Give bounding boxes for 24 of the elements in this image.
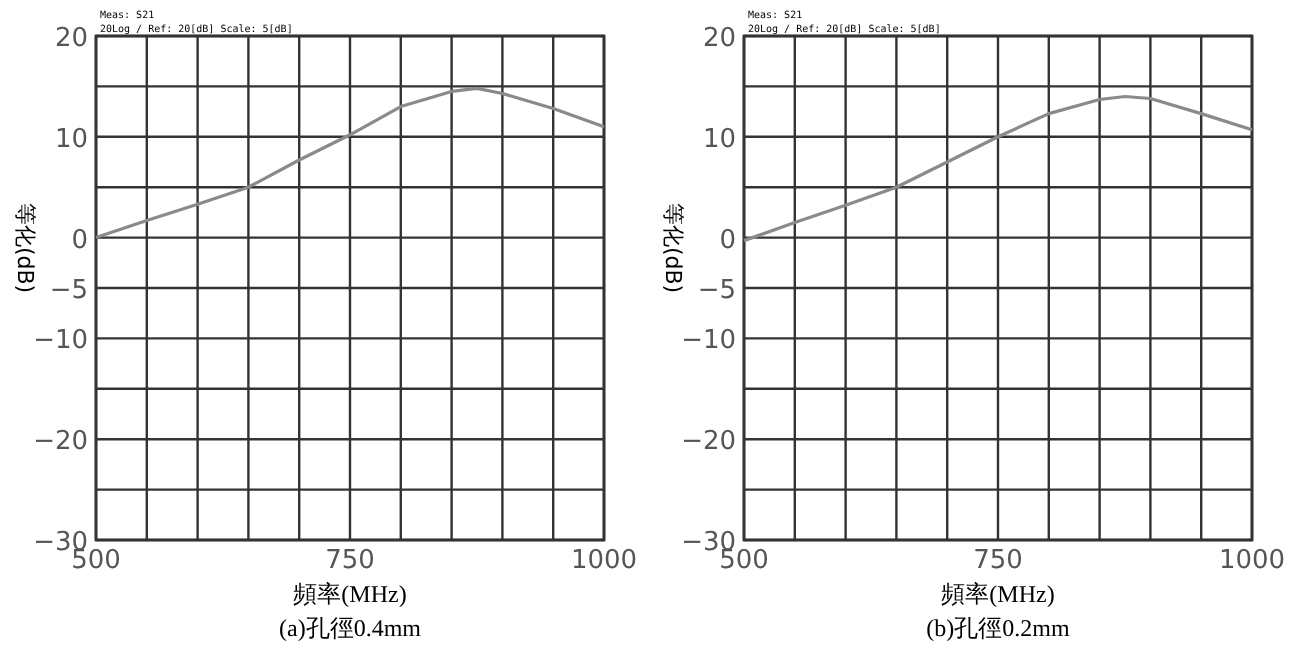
y-tick-label: −5 <box>49 276 88 306</box>
y-tick-label: −20 <box>33 427 88 458</box>
y-tick-label: 0 <box>719 225 736 256</box>
y-axis-title: 等化(dB) <box>12 202 38 294</box>
x-tick-label: 750 <box>325 546 375 576</box>
x-tick-label: 1000 <box>570 546 638 576</box>
y-tick-label: 0 <box>71 225 88 256</box>
x-axis-title: 頻率(MHz) <box>293 580 407 608</box>
text: (b)孔徑0.2mm <box>926 614 1071 642</box>
line-series <box>742 94 1254 243</box>
x-tick-label: 750 <box>973 546 1023 576</box>
y-tick-label: −5 <box>697 276 736 306</box>
y-tick-label: −10 <box>681 326 736 357</box>
y-axis-title: 等化(dB) <box>660 202 686 294</box>
x-tick-label: 1000 <box>1218 546 1286 576</box>
text: (a)孔徑0.4mm <box>279 614 423 642</box>
line-series <box>94 86 606 240</box>
x-axis-title: 頻率(MHz) <box>941 580 1055 608</box>
y-tick-label: 20 <box>54 24 88 54</box>
y-tick-label: 20 <box>702 24 736 54</box>
y-tick-label: 10 <box>54 124 88 155</box>
y-tick-label: −10 <box>33 326 88 357</box>
y-tick-label: 10 <box>702 124 736 155</box>
y-tick-label: −20 <box>681 427 736 458</box>
